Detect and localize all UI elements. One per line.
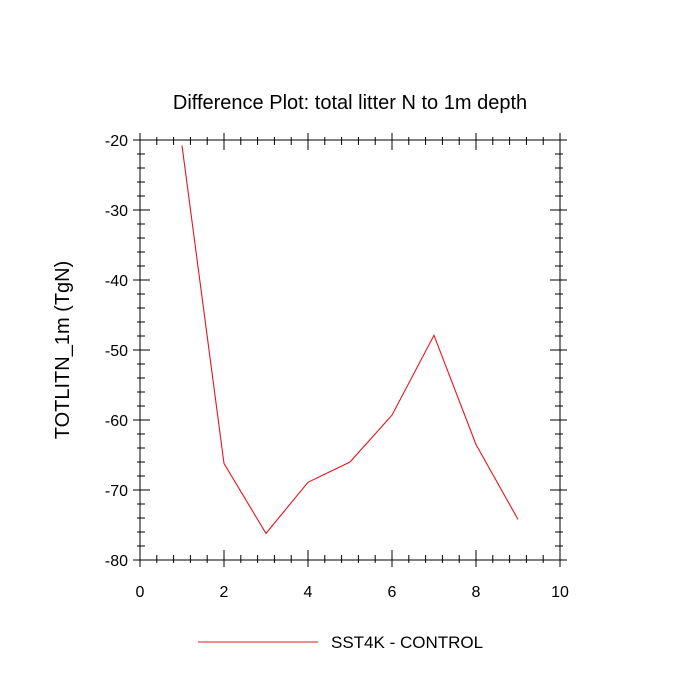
plot-border <box>139 139 561 561</box>
y-tick-label: -60 <box>105 413 128 430</box>
x-tick-label: 6 <box>388 584 397 601</box>
plot-frame <box>139 139 561 561</box>
x-tick-label: 2 <box>220 584 229 601</box>
y-tick-label: -30 <box>105 203 128 220</box>
series-line <box>181 145 519 535</box>
x-tick-label: 8 <box>472 584 481 601</box>
x-tick-label: 10 <box>551 584 569 601</box>
y-tick-label: -70 <box>105 483 128 500</box>
y-axis-label: TOTLITN_1m (TgN) <box>52 261 74 440</box>
y-tick-label: -20 <box>105 133 128 150</box>
x-tick-label: 0 <box>136 584 145 601</box>
y-tick-label: -80 <box>105 553 128 570</box>
x-tick-label: 4 <box>304 584 313 601</box>
legend-label: SST4K - CONTROL <box>331 633 483 652</box>
series-layer <box>181 145 519 535</box>
legend: SST4K - CONTROL <box>198 633 483 652</box>
x-axis: 0 2 4 6 8 10 <box>136 133 569 601</box>
y-axis: -80 -70 -60 -50 -40 -30 -20 <box>105 133 567 570</box>
chart-title: Difference Plot: total litter N to 1m de… <box>173 92 527 114</box>
y-tick-label: -50 <box>105 343 128 360</box>
y-tick-label: -40 <box>105 273 128 290</box>
